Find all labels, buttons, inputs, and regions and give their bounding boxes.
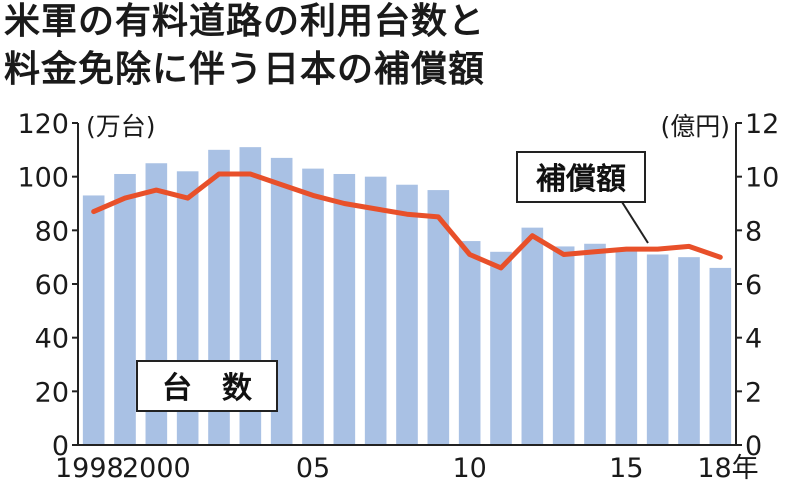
right-tick-label: 12 (745, 109, 779, 140)
bar-label: 台 数 (162, 371, 253, 406)
line-point-2002 (217, 172, 221, 176)
line-point-2004 (280, 183, 284, 187)
bar-1999 (114, 173, 136, 445)
right-tick-label: 6 (745, 270, 762, 301)
bar-2017 (678, 257, 700, 445)
right-tick-label: 10 (745, 163, 779, 194)
bar-2016 (646, 254, 669, 445)
line-point-2008 (405, 212, 409, 216)
bar-label-box (136, 360, 278, 412)
bar-2013 (552, 246, 575, 445)
line-point-1998 (92, 210, 96, 214)
line-point-2017 (687, 244, 691, 248)
chart-title-line-1: 米軍の有料道路の利用台数と (4, 1, 486, 42)
line-point-2003 (248, 172, 252, 176)
line-point-2018 (718, 255, 722, 259)
right-tick-label: 2 (745, 377, 762, 408)
line-point-1999 (123, 196, 127, 200)
line-point-2007 (374, 207, 378, 211)
x-tick-label: 05 (296, 453, 330, 484)
x-tick-label: 10 (452, 453, 486, 484)
bar-2015 (615, 249, 638, 445)
left-tick-label: 60 (35, 270, 69, 301)
line-point-2009 (436, 215, 440, 219)
bar-2006 (333, 173, 356, 445)
line-point-2011 (499, 266, 503, 270)
bar-2012 (521, 227, 544, 445)
line-point-2015 (624, 247, 628, 251)
line-label-box (516, 151, 646, 203)
left-tick-label: 80 (35, 216, 69, 247)
x-tick-label: 18年 (697, 453, 758, 484)
line-point-2013 (562, 252, 566, 256)
line-point-2001 (186, 196, 190, 200)
line-point-2016 (656, 247, 660, 251)
right-tick-label: 8 (745, 216, 762, 247)
left-tick-label: 0 (52, 431, 69, 462)
left-axis-unit: (万台) (86, 112, 156, 141)
line-point-2010 (468, 252, 472, 256)
x-tick-label: 15 (609, 453, 643, 484)
x-tick-label: 1998 (55, 453, 124, 484)
x-tick-label: 2000 (122, 453, 191, 484)
line-point-2012 (530, 234, 534, 238)
chart-title-line-2: 料金免除に伴う日本の補償額 (4, 49, 486, 90)
callout-leader (621, 201, 649, 244)
bar-2007 (364, 176, 387, 445)
bar-2008 (396, 184, 418, 445)
left-tick-label: 40 (35, 324, 69, 355)
line-point-2014 (593, 250, 597, 254)
bar-2014 (584, 243, 606, 445)
bar-2018 (709, 267, 732, 445)
bar-2010 (458, 241, 481, 445)
right-tick-label: 0 (745, 431, 762, 462)
left-tick-label: 100 (17, 163, 69, 194)
line-series (91, 171, 723, 271)
bar-2009 (427, 190, 450, 445)
axes (72, 122, 742, 446)
bar-2011 (490, 251, 512, 445)
bar-2005 (302, 168, 324, 445)
line-point-2000 (154, 188, 158, 192)
line-point-2005 (311, 193, 315, 197)
left-tick-label: 20 (35, 377, 69, 408)
line-point-2006 (342, 202, 346, 205)
left-tick-label: 120 (17, 109, 69, 140)
right-axis-unit: (億円) (660, 112, 730, 141)
bar-1998 (82, 195, 105, 445)
line-label: 補償額 (535, 162, 626, 197)
right-tick-label: 4 (745, 324, 762, 355)
